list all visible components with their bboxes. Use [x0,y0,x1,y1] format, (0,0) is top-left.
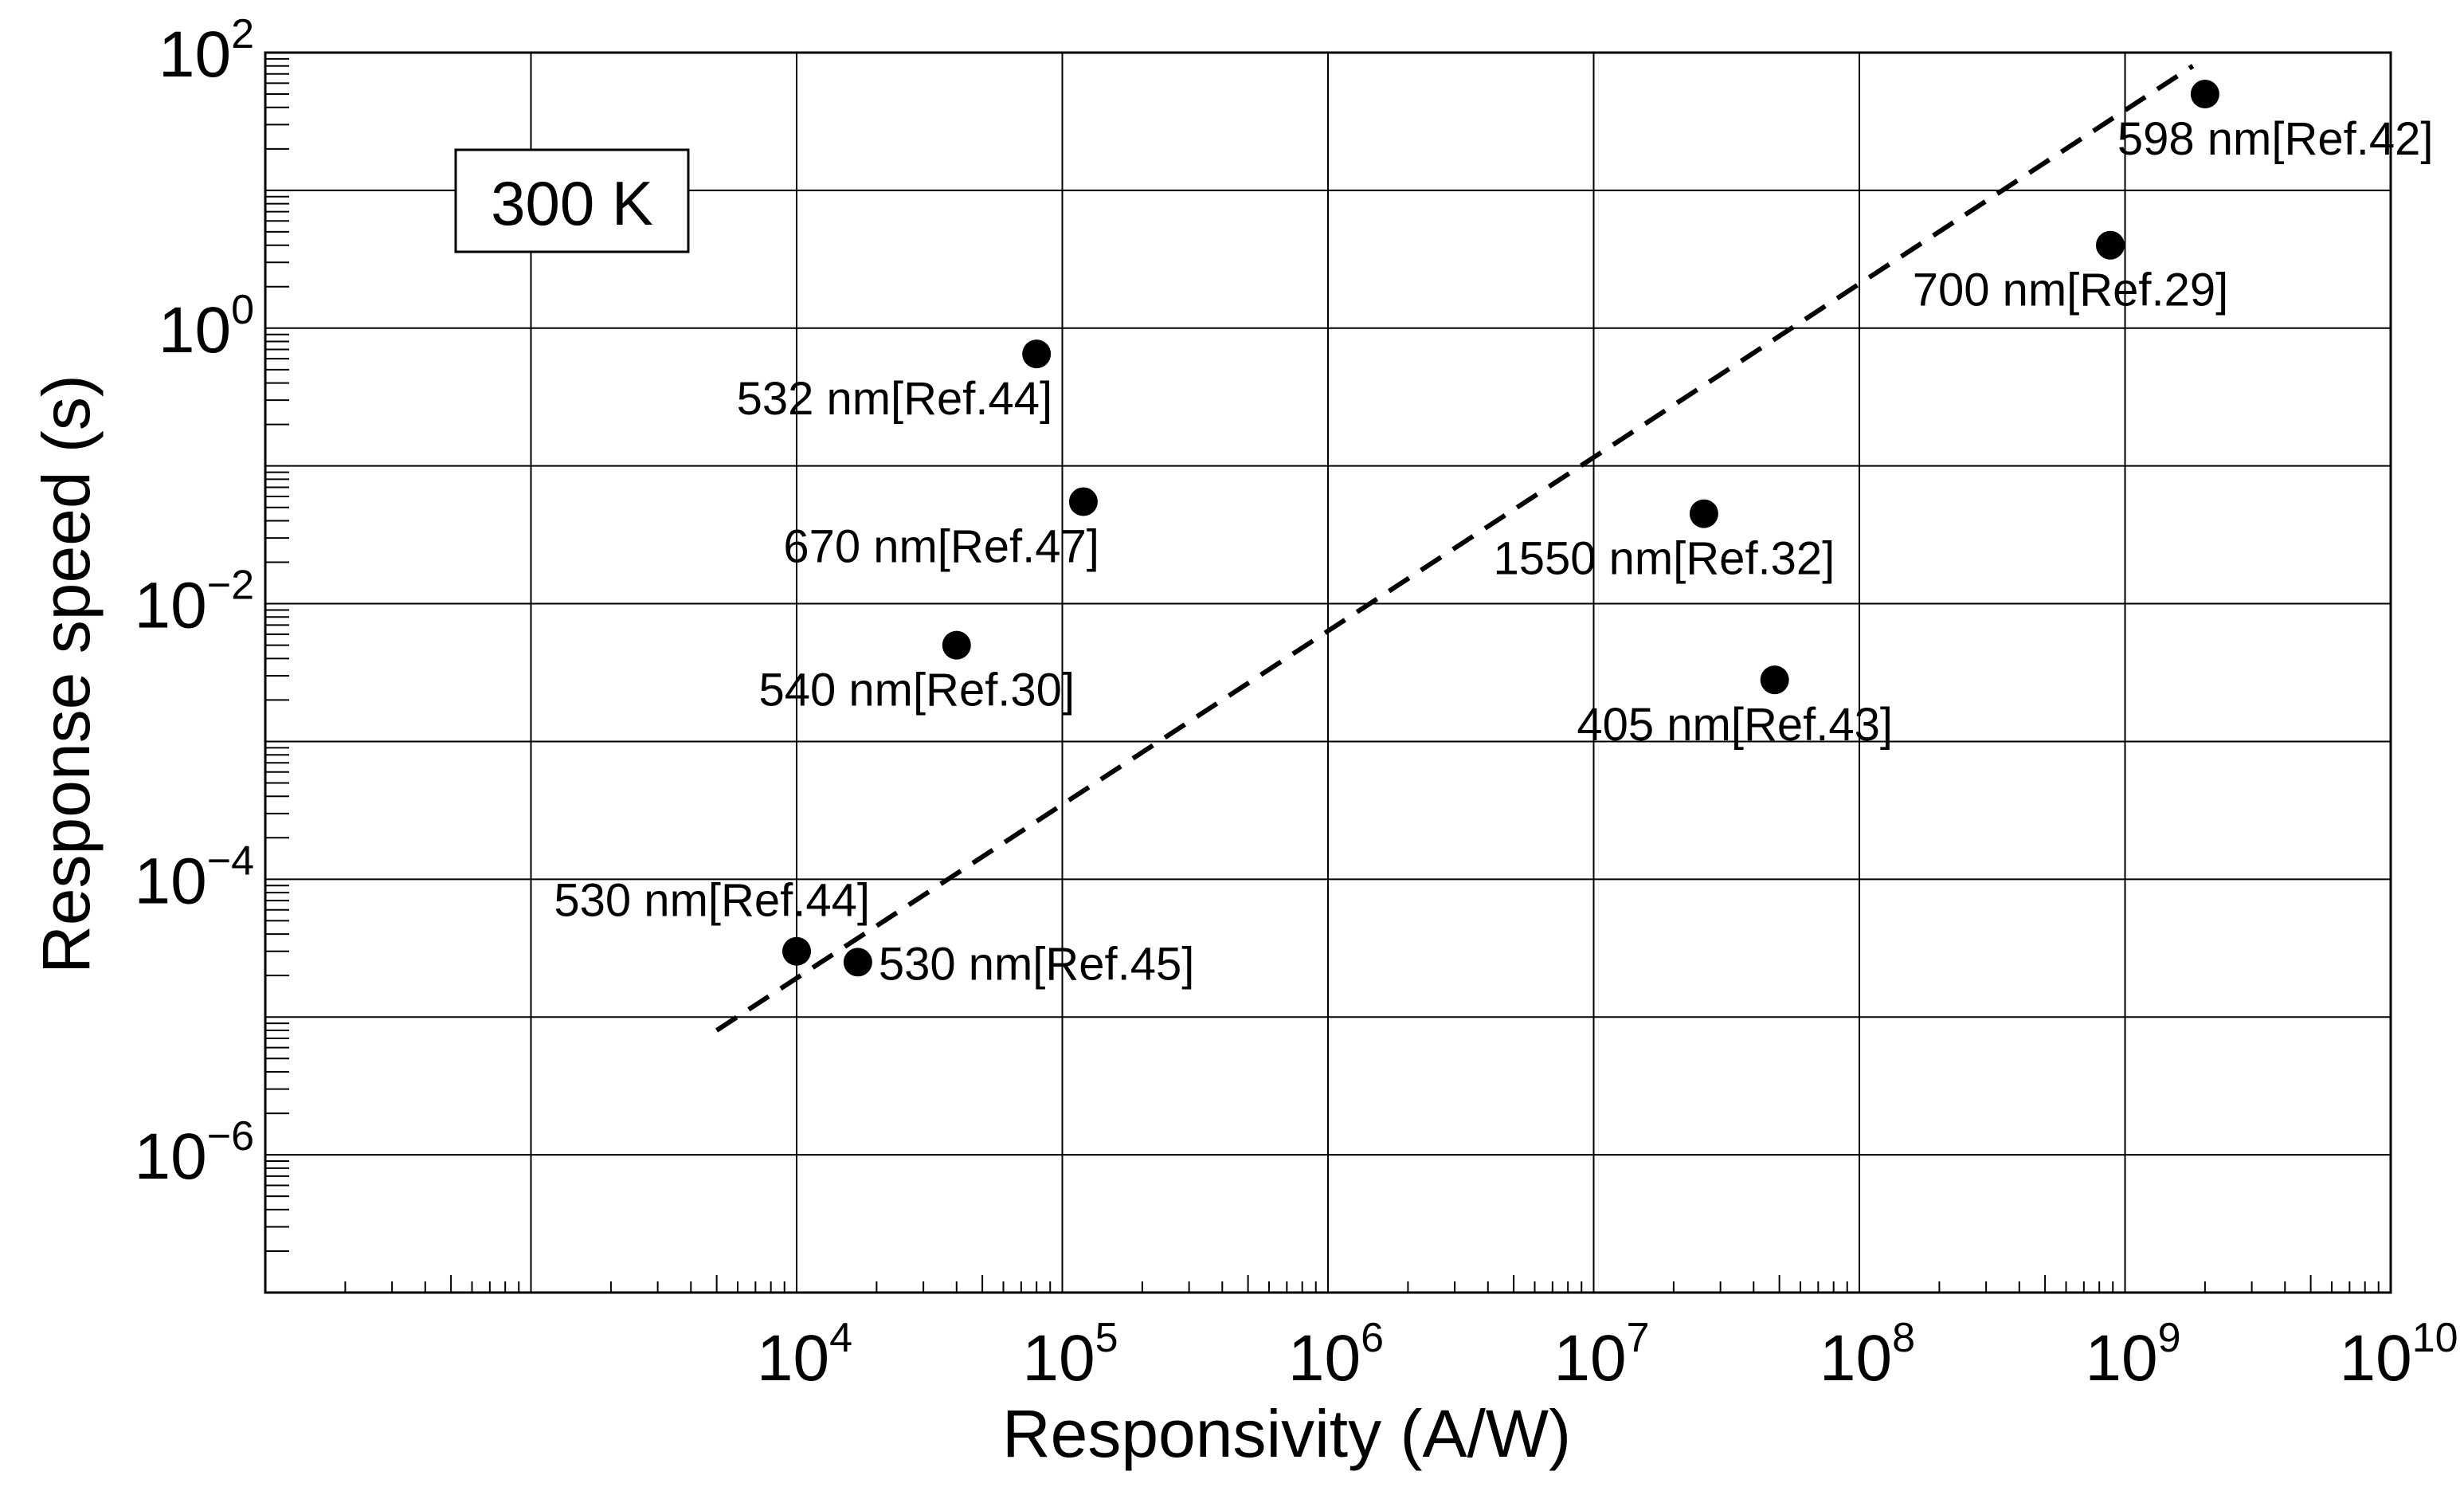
data-point [1760,665,1789,695]
annotation-badge: 300 K [454,148,690,253]
grid-lines [265,53,2391,1293]
data-point [2190,80,2219,109]
data-points [782,80,2219,977]
x-tick-label: 109 [2085,1315,2180,1395]
data-point [843,948,872,977]
plot-frame [264,51,2392,1294]
y-tick-label: 10−4 [134,838,254,917]
data-point [782,936,811,966]
y-tick-label: 102 [159,11,254,91]
x-tick-label: 105 [1022,1315,1118,1395]
y-tick-label: 10−2 [134,563,254,642]
annotation-text: 300 K [491,168,653,238]
x-tick-label: 106 [1288,1315,1384,1395]
point-label: 1550 nm[Ref.32] [1493,533,1835,585]
x-tick-label: 1010 [2339,1315,2458,1395]
annotation-box [454,148,690,253]
data-point [2095,230,2125,260]
x-tick-label: 107 [1553,1315,1649,1395]
point-label: 598 nm[Ref.42] [2117,113,2434,165]
y-tick-label: 10−6 [134,1113,254,1193]
data-point [1068,487,1098,516]
data-point [1022,339,1052,369]
x-tick-label: 104 [757,1315,852,1395]
point-label: 532 nm[Ref.44] [737,373,1053,425]
x-tick-label: 108 [1820,1315,1915,1395]
y-tick-labels: 102 100 10−2 10−4 10−6 [134,11,254,1193]
point-labels: 598 nm[Ref.42] 700 nm[Ref.29] 532 nm[Ref.4… [554,113,2433,990]
point-label: 700 nm[Ref.29] [1913,265,2229,316]
x-tick-labels: 104 105 106 107 108 109 1010 [757,1315,2458,1395]
trend-line-dashed [715,64,2195,1033]
point-label: 405 nm[Ref.43] [1577,699,1893,751]
data-point [942,630,971,660]
y-tick-label: 100 [159,287,254,367]
x-axis-title: Responsivity (A/W) [1002,1396,1571,1471]
data-point [1689,499,1718,528]
point-label: 530 nm[Ref.45] [879,938,1195,990]
point-label: 540 nm[Ref.30] [758,665,1075,716]
y-axis-title: Response speed (s) [29,375,104,974]
point-label: 670 nm[Ref.47] [783,521,1099,573]
minor-ticks [265,57,2380,1293]
point-label: 530 nm[Ref.44] [554,875,870,927]
